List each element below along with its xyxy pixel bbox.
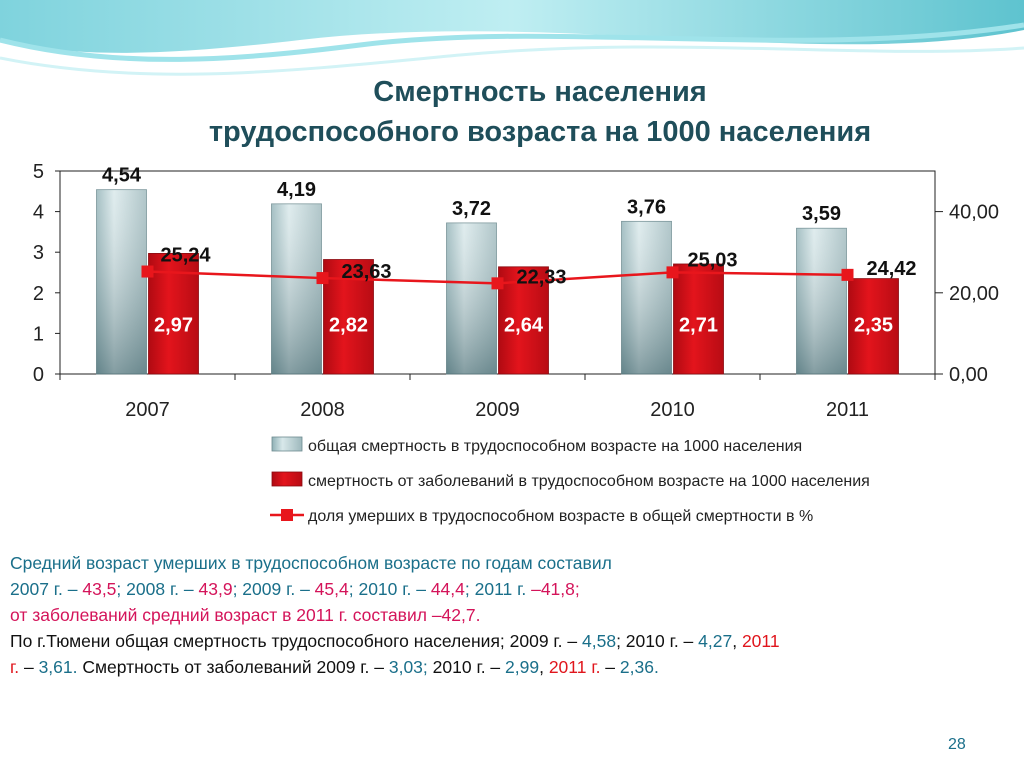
line-point-marker (666, 266, 679, 279)
legend-swatch-marker (281, 509, 293, 521)
footer-segment: 2007 г. – (10, 579, 83, 599)
left-axis-tick-label: 1 (33, 323, 44, 345)
data-label-disease: 2,97 (154, 314, 193, 336)
legend-label: доля умерших в трудоспособном возрасте в… (308, 508, 813, 525)
footer-segment: 2011 г. (548, 657, 601, 677)
footer-segment: – (19, 657, 39, 677)
footer-segment: ; 2011 г. (464, 579, 532, 599)
footer-line-1: Средний возраст умерших в трудоспособном… (10, 553, 612, 573)
bar-total-mortality-shade (446, 222, 497, 374)
left-axis-tick-label: 0 (33, 364, 44, 386)
footer-segment: 3,03; (388, 657, 428, 677)
data-label-total: 4,54 (102, 165, 142, 187)
bar-total-mortality-shade (796, 228, 847, 374)
footer-segment: 2,36. (619, 657, 659, 677)
footer-segment: 2010 г. – (427, 657, 506, 677)
right-axis-tick-label: 0,00 (949, 364, 988, 386)
data-label-total: 4,19 (277, 179, 316, 201)
right-axis-tick-label: 20,00 (949, 283, 999, 305)
data-label-disease: 2,64 (504, 314, 544, 336)
left-axis-tick-label: 4 (33, 202, 44, 224)
footer-segment: По г.Тюмени общая смертность трудоспособ… (10, 631, 582, 651)
footer-segment: ; 2008 г. – (116, 579, 199, 599)
data-label-total: 3,59 (802, 203, 841, 225)
footer-segment: 2,99 (505, 657, 540, 677)
data-label-share: 25,03 (687, 249, 737, 271)
footer-segment: г. (10, 657, 20, 677)
legend-swatch-bar (271, 436, 303, 452)
left-axis-tick-label: 3 (33, 242, 44, 264)
line-point-marker (841, 268, 854, 281)
x-axis-tick-label: 2010 (650, 399, 695, 421)
footer-segment: 4,58 (582, 631, 617, 651)
footer-segment: – (600, 657, 620, 677)
data-label-total: 3,72 (452, 198, 491, 220)
page-title-line1: Смертность населения (373, 76, 707, 108)
footer-segment: 43,5 (82, 579, 117, 599)
data-label-disease: 2,35 (854, 314, 893, 336)
data-label-share: 22,33 (516, 266, 566, 288)
footer-line-2: 2007 г. – 43,5; 2008 г. – 43,9; 2009 г. … (10, 576, 1020, 602)
x-axis-tick-label: 2009 (475, 399, 520, 421)
footer-segment: ; 2010 г. – (616, 631, 699, 651)
footer-line-3: от заболеваний средний возраст в 2011 г.… (10, 605, 481, 625)
bar-total-mortality-shade (271, 203, 322, 374)
data-label-share: 25,24 (160, 245, 211, 267)
footer-line-5: г. – 3,61. Смертность от заболеваний 200… (10, 654, 1020, 680)
footer-segment: –41,8; (531, 579, 580, 599)
bar-total-mortality-shade (96, 189, 147, 374)
bar-total-mortality-shade (621, 221, 672, 374)
data-label-total: 3,76 (627, 196, 666, 218)
left-axis-tick-label: 5 (33, 161, 44, 183)
footer-segment: 4,27 (698, 631, 733, 651)
data-label-disease: 2,82 (329, 314, 368, 336)
data-label-disease: 2,71 (679, 314, 718, 336)
footer-segment: ; 2010 г. – (348, 579, 431, 599)
footer-notes: Средний возраст умерших в трудоспособном… (10, 550, 1020, 680)
x-axis-tick-label: 2007 (125, 399, 170, 421)
footer-segment: 3,61. (38, 657, 78, 677)
left-axis-tick-label: 2 (33, 283, 44, 305)
x-axis-tick-label: 2011 (826, 399, 869, 421)
x-axis-tick-label: 2008 (300, 399, 345, 421)
footer-line-4: По г.Тюмени общая смертность трудоспособ… (10, 628, 1020, 654)
data-label-share: 23,63 (341, 261, 391, 283)
legend-label: смертность от заболеваний в трудоспособн… (308, 473, 870, 490)
footer-segment: , (732, 631, 742, 651)
data-label-share: 24,42 (866, 258, 916, 280)
footer-segment: Смертность от заболеваний 2009 г. – (77, 657, 389, 677)
footer-segment: , (539, 657, 549, 677)
bar-disease-mortality (673, 263, 724, 375)
legend-label: общая смертность в трудоспособном возрас… (308, 438, 802, 455)
bar-disease-mortality (848, 278, 899, 375)
header-wave-decoration (0, 0, 1024, 110)
right-axis-tick-label: 40,00 (949, 202, 999, 224)
mortality-chart: 4,54 2,97 4,19 2,82 3,72 2,64 3,76 2,71 3,59 2,35… (33, 161, 999, 525)
footer-segment: 43,9 (198, 579, 233, 599)
bar-disease-mortality (498, 266, 549, 375)
line-point-marker (316, 272, 329, 285)
footer-segment: 2011 (741, 631, 780, 651)
page-title-line2: трудоспособного возраста на 1000 населен… (208, 116, 872, 148)
page-number: 28 (948, 736, 966, 753)
footer-segment: 44,4 (430, 579, 465, 599)
footer-segment: 45,4 (314, 579, 349, 599)
legend-swatch-bar (271, 471, 303, 487)
line-point-marker (141, 265, 154, 278)
footer-segment: ; 2009 г. – (232, 579, 315, 599)
line-point-marker (491, 277, 504, 290)
